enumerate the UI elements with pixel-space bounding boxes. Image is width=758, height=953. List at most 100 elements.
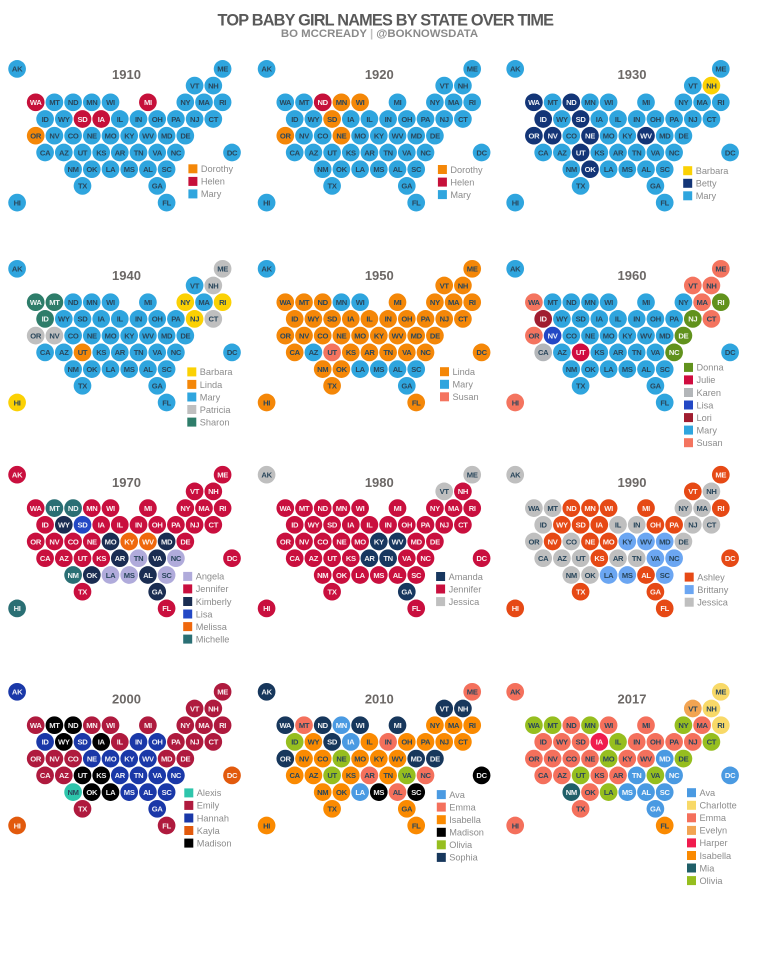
svg-text:Kimberly: Kimberly [196, 597, 232, 607]
svg-text:NJ: NJ [688, 738, 697, 747]
svg-text:AK: AK [261, 265, 272, 274]
svg-text:WI: WI [106, 98, 115, 107]
svg-text:KS: KS [96, 148, 106, 157]
svg-text:IN: IN [385, 738, 392, 747]
svg-text:OH: OH [152, 738, 163, 747]
svg-text:UT: UT [576, 554, 586, 563]
svg-text:TX: TX [78, 805, 87, 814]
svg-text:WV: WV [392, 331, 405, 340]
svg-text:VA: VA [402, 771, 412, 780]
svg-text:IA: IA [98, 521, 106, 530]
svg-text:WV: WV [142, 132, 155, 141]
svg-text:NV: NV [548, 132, 559, 141]
svg-text:CA: CA [40, 554, 51, 563]
svg-text:Donna: Donna [697, 363, 725, 373]
svg-text:ND: ND [318, 98, 329, 107]
svg-text:VT: VT [190, 704, 200, 713]
svg-text:MA: MA [696, 298, 708, 307]
svg-text:NE: NE [585, 132, 595, 141]
svg-text:NY: NY [678, 721, 688, 730]
svg-text:VT: VT [440, 281, 450, 290]
svg-text:CA: CA [290, 771, 301, 780]
svg-text:MA: MA [448, 298, 460, 307]
svg-text:MT: MT [299, 298, 310, 307]
svg-text:WV: WV [142, 537, 155, 546]
svg-text:CT: CT [458, 315, 468, 324]
svg-text:UT: UT [576, 348, 586, 357]
svg-text:WY: WY [308, 115, 320, 124]
svg-text:CO: CO [68, 754, 79, 763]
svg-text:MI: MI [642, 298, 650, 307]
svg-text:SC: SC [162, 365, 173, 374]
svg-text:DE: DE [430, 537, 440, 546]
svg-text:LA: LA [604, 165, 614, 174]
svg-text:NH: NH [458, 704, 468, 713]
svg-text:OH: OH [401, 521, 412, 530]
svg-text:DE: DE [180, 754, 190, 763]
svg-text:NY: NY [430, 98, 440, 107]
svg-text:OK: OK [585, 571, 597, 580]
svg-text:NY: NY [430, 721, 440, 730]
svg-text:Mia: Mia [700, 863, 716, 873]
svg-text:IA: IA [596, 521, 604, 530]
svg-text:NM: NM [566, 365, 577, 374]
svg-text:AR: AR [364, 554, 375, 563]
svg-text:AZ: AZ [309, 348, 319, 357]
svg-text:NJ: NJ [688, 521, 697, 530]
svg-text:NY: NY [180, 504, 190, 513]
svg-text:WV: WV [142, 331, 155, 340]
svg-text:NC: NC [171, 348, 182, 357]
svg-text:NV: NV [548, 754, 559, 763]
svg-text:AL: AL [143, 365, 153, 374]
svg-text:AR: AR [115, 771, 126, 780]
svg-text:MD: MD [411, 537, 423, 546]
svg-text:LA: LA [604, 365, 614, 374]
svg-text:KY: KY [622, 754, 632, 763]
svg-text:1990: 1990 [618, 475, 647, 490]
svg-text:SC: SC [660, 788, 671, 797]
svg-text:ND: ND [566, 721, 577, 730]
svg-text:ME: ME [715, 688, 726, 697]
svg-text:CO: CO [317, 331, 328, 340]
svg-text:Angela: Angela [196, 572, 225, 582]
svg-text:NH: NH [706, 487, 716, 496]
svg-text:SD: SD [576, 738, 587, 747]
svg-text:RI: RI [717, 504, 724, 513]
svg-text:OR: OR [280, 537, 292, 546]
svg-text:MO: MO [354, 754, 366, 763]
svg-text:NV: NV [548, 537, 559, 546]
svg-text:PA: PA [171, 315, 181, 324]
svg-text:UT: UT [327, 348, 337, 357]
svg-text:MO: MO [354, 331, 366, 340]
svg-text:HI: HI [263, 604, 270, 613]
svg-text:IN: IN [633, 115, 640, 124]
svg-text:VT: VT [688, 704, 698, 713]
svg-text:CO: CO [68, 331, 79, 340]
svg-text:ND: ND [68, 721, 79, 730]
svg-text:IL: IL [615, 521, 622, 530]
svg-text:WA: WA [30, 504, 42, 513]
svg-text:Susan: Susan [453, 392, 479, 402]
svg-text:ME: ME [217, 688, 228, 697]
svg-text:MD: MD [659, 537, 671, 546]
svg-text:NE: NE [336, 132, 346, 141]
svg-text:Olivia: Olivia [449, 840, 473, 850]
svg-text:SD: SD [576, 115, 587, 124]
svg-text:MI: MI [394, 504, 402, 513]
svg-text:AL: AL [393, 571, 403, 580]
svg-text:RI: RI [717, 298, 724, 307]
svg-text:DE: DE [180, 331, 190, 340]
svg-text:KY: KY [124, 132, 134, 141]
svg-text:IN: IN [135, 315, 142, 324]
svg-text:WI: WI [356, 504, 365, 513]
svg-text:WY: WY [58, 738, 70, 747]
svg-text:AR: AR [115, 148, 126, 157]
svg-text:HI: HI [14, 821, 21, 830]
svg-text:AL: AL [393, 788, 403, 797]
svg-text:AL: AL [641, 571, 651, 580]
svg-text:MT: MT [299, 504, 310, 513]
svg-text:GA: GA [650, 182, 662, 191]
svg-text:HI: HI [512, 198, 519, 207]
svg-text:FL: FL [162, 821, 171, 830]
svg-text:UT: UT [78, 148, 88, 157]
